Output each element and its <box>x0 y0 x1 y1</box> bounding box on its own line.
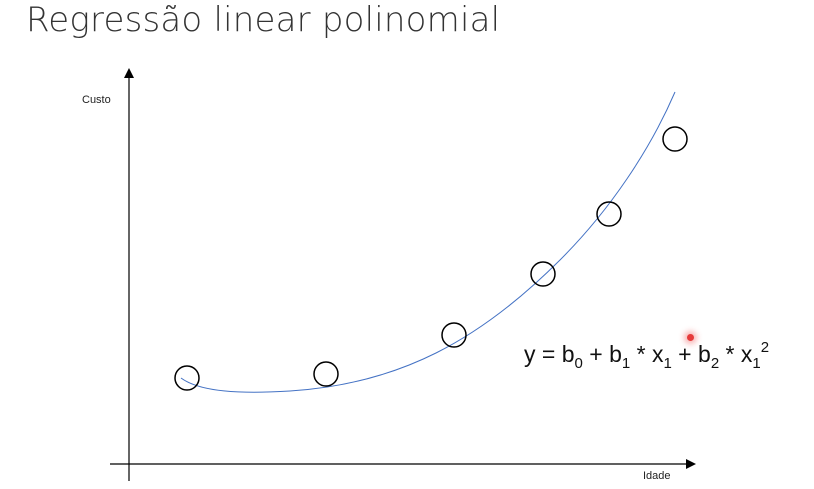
eq-plus1: + <box>582 341 610 367</box>
laser-pointer-icon <box>687 334 694 341</box>
eq-plus2: + <box>671 341 699 367</box>
eq-b1: b <box>609 341 622 367</box>
eq-b0: b <box>561 341 575 367</box>
eq-x2-sub: 1 <box>752 355 761 372</box>
eq-x1: x <box>651 341 664 367</box>
regression-curve <box>180 91 676 393</box>
data-point <box>596 201 622 227</box>
eq-b1-sub: 1 <box>621 355 631 372</box>
eq-x2-sup: 2 <box>760 339 770 356</box>
data-point <box>530 261 556 287</box>
eq-times1: * <box>630 341 652 367</box>
x-axis-label: Idade <box>643 470 671 482</box>
eq-b2: b <box>698 341 711 367</box>
eq-times2: * <box>719 341 741 367</box>
slide-title: Regressão linear polinomial <box>26 0 501 40</box>
data-point <box>441 322 467 348</box>
eq-b0-sub: 0 <box>574 355 583 372</box>
data-point <box>662 126 688 152</box>
eq-x1-sub: 1 <box>663 355 672 372</box>
regression-equation: y = b0 + b1 * x1 + b2 * x12 <box>524 339 770 371</box>
eq-equals: = <box>535 341 562 367</box>
data-point <box>174 365 200 391</box>
eq-y: y <box>524 341 536 367</box>
y-axis-label: Custo <box>82 94 111 106</box>
eq-b2-sub: 2 <box>710 355 720 372</box>
eq-x2: x <box>740 341 753 367</box>
data-point <box>313 361 339 387</box>
